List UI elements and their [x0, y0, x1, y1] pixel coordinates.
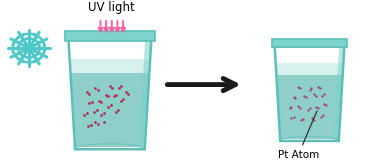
Polygon shape: [277, 63, 342, 75]
Polygon shape: [71, 60, 149, 73]
Text: Pt Atom: Pt Atom: [277, 111, 319, 160]
Polygon shape: [138, 40, 150, 149]
Polygon shape: [333, 46, 344, 141]
Text: UV light: UV light: [88, 1, 135, 14]
Polygon shape: [272, 39, 347, 47]
Polygon shape: [71, 73, 149, 147]
Polygon shape: [277, 75, 342, 139]
Polygon shape: [65, 31, 155, 41]
